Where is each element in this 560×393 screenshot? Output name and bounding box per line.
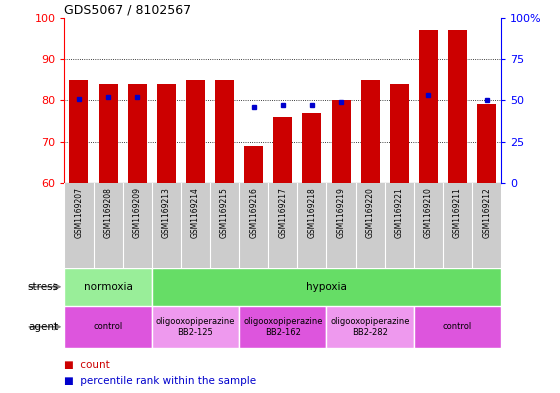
Text: stress: stress (27, 282, 59, 292)
Text: normoxia: normoxia (83, 282, 133, 292)
Bar (157, 84, 176, 183)
Text: control: control (94, 322, 123, 331)
Text: GSM1169216: GSM1169216 (249, 187, 258, 238)
Text: GSM1169212: GSM1169212 (482, 187, 491, 238)
Text: oligooxopiperazine
BB2-162: oligooxopiperazine BB2-162 (243, 317, 323, 336)
Bar (186, 80, 205, 183)
Bar (239, 306, 326, 348)
Text: GSM1169208: GSM1169208 (104, 187, 113, 238)
Text: GSM1169207: GSM1169207 (74, 187, 83, 238)
Bar (64, 268, 152, 306)
Text: GSM1169218: GSM1169218 (307, 187, 316, 238)
Text: GSM1169220: GSM1169220 (366, 187, 375, 238)
Text: GSM1169210: GSM1169210 (424, 187, 433, 238)
Text: hypoxia: hypoxia (306, 282, 347, 292)
Bar (273, 117, 292, 183)
Bar (419, 30, 438, 183)
Bar (332, 100, 351, 183)
Bar (152, 306, 239, 348)
Bar (244, 146, 263, 183)
Bar (390, 84, 409, 183)
Text: GSM1169217: GSM1169217 (278, 187, 287, 238)
Text: control: control (443, 322, 472, 331)
Bar (477, 105, 496, 183)
Text: GSM1169219: GSM1169219 (337, 187, 346, 238)
Bar (215, 80, 234, 183)
Text: GSM1169209: GSM1169209 (133, 187, 142, 238)
Bar (326, 306, 414, 348)
Bar (69, 80, 88, 183)
Text: GSM1169215: GSM1169215 (220, 187, 229, 238)
Bar (361, 80, 380, 183)
Bar (64, 306, 152, 348)
Bar (414, 306, 501, 348)
Text: GDS5067 / 8102567: GDS5067 / 8102567 (64, 4, 192, 17)
Text: agent: agent (29, 322, 59, 332)
Text: GSM1169211: GSM1169211 (453, 187, 462, 238)
Bar (152, 268, 501, 306)
Text: GSM1169214: GSM1169214 (191, 187, 200, 238)
Bar (99, 84, 118, 183)
Bar (128, 84, 147, 183)
Text: oligooxopiperazine
BB2-282: oligooxopiperazine BB2-282 (330, 317, 410, 336)
Text: ■  percentile rank within the sample: ■ percentile rank within the sample (64, 376, 256, 386)
Text: GSM1169213: GSM1169213 (162, 187, 171, 238)
Bar (302, 113, 321, 183)
Bar (448, 30, 467, 183)
Text: oligooxopiperazine
BB2-125: oligooxopiperazine BB2-125 (156, 317, 235, 336)
Text: GSM1169221: GSM1169221 (395, 187, 404, 238)
Text: ■  count: ■ count (64, 360, 110, 370)
